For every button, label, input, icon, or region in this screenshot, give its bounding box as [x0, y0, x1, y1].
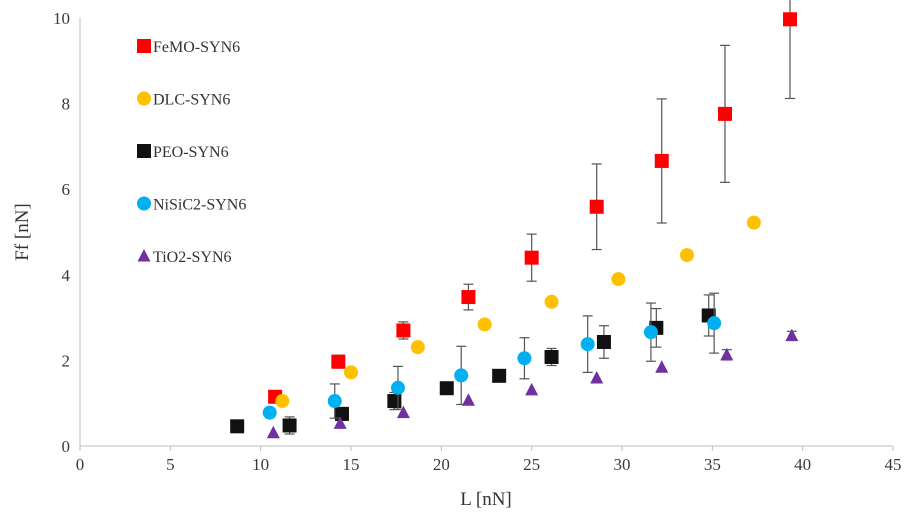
x-tick-label: 25 [523, 455, 540, 474]
legend-marker [137, 144, 151, 158]
legend-label: FeMO-SYN6 [153, 39, 240, 56]
data-point [654, 153, 669, 168]
series-tio2-syn6 [266, 328, 799, 439]
data-point [439, 381, 454, 396]
legend: FeMO-SYN6 DLC-SYN6 PEO-SYN6 NiSiC2-SYN6 TiO2… [137, 39, 246, 266]
y-tick-label: 6 [62, 180, 71, 199]
data-point [655, 360, 669, 373]
data-point [396, 323, 411, 338]
data-point [580, 337, 595, 352]
data-point [611, 272, 626, 287]
data-point [589, 199, 604, 214]
x-tick-label: 5 [166, 455, 175, 474]
data-point [524, 250, 539, 265]
data-point [387, 394, 402, 409]
legend-item: NiSiC2-SYN6 [137, 196, 246, 214]
legend-marker [137, 249, 151, 262]
x-tick-label: 10 [252, 455, 269, 474]
legend-label: NiSiC2-SYN6 [153, 197, 246, 214]
y-tick-label: 4 [62, 266, 71, 285]
data-point [333, 416, 347, 429]
data-point [454, 368, 469, 383]
legend-marker [137, 39, 151, 53]
x-tick-label: 20 [433, 455, 450, 474]
data-point [525, 382, 539, 396]
legend-marker [137, 91, 151, 106]
data-point [544, 294, 559, 309]
y-tick-label: 0 [62, 437, 71, 456]
data-point [461, 393, 475, 406]
data-point [344, 365, 358, 380]
x-tick-label: 40 [794, 455, 811, 474]
data-point [396, 405, 410, 419]
data-point [717, 106, 732, 121]
data-point [262, 405, 277, 420]
y-tick-label: 2 [62, 351, 71, 370]
legend-label: TiO2-SYN6 [153, 249, 232, 266]
data-point [680, 248, 695, 263]
data-point [746, 215, 761, 230]
data-point [390, 380, 405, 395]
data-point [783, 12, 798, 27]
data-point [720, 347, 734, 361]
data-point [492, 368, 507, 383]
x-tick-label: 30 [614, 455, 631, 474]
x-tick-label: 35 [704, 455, 721, 474]
data-point [334, 406, 349, 421]
data-point [643, 325, 658, 340]
axes [79, 18, 894, 451]
plot-area [230, 0, 799, 439]
data-point [275, 394, 290, 409]
x-tick-label: 0 [76, 455, 85, 474]
series-peo-syn6 [230, 294, 716, 435]
legend-item: DLC-SYN6 [137, 91, 230, 109]
series-nisic2-syn6 [262, 292, 722, 420]
data-point [590, 370, 604, 384]
data-point [517, 351, 532, 366]
data-point [785, 328, 799, 342]
series-femo-syn6 [268, 0, 798, 404]
legend-marker [137, 196, 151, 211]
data-point [461, 290, 476, 305]
data-point [266, 425, 280, 439]
legend-item: PEO-SYN6 [137, 144, 229, 161]
x-tick-label: 15 [343, 455, 360, 474]
data-point [707, 316, 722, 331]
data-point [410, 340, 425, 355]
data-point [596, 334, 611, 349]
y-tick-label: 8 [62, 95, 71, 114]
x-axis-title: L [nN] [460, 489, 512, 510]
legend-item: TiO2-SYN6 [137, 249, 232, 266]
tick-labels: 0 5 10 15 20 25 30 35 40 45 0 2 4 6 8 10 [53, 9, 902, 474]
data-point [331, 354, 346, 369]
x-tick-label: 45 [885, 455, 902, 474]
data-point [282, 418, 297, 433]
legend-item: FeMO-SYN6 [137, 39, 240, 56]
data-point [230, 419, 245, 434]
data-point [327, 394, 342, 409]
legend-label: DLC-SYN6 [153, 92, 230, 109]
y-axis-title: Ff [nN] [12, 203, 33, 261]
data-point [544, 349, 559, 364]
series-dlc-syn6 [275, 215, 761, 409]
y-tick-label: 10 [53, 9, 70, 28]
data-point [477, 317, 492, 332]
legend-label: PEO-SYN6 [153, 144, 229, 161]
